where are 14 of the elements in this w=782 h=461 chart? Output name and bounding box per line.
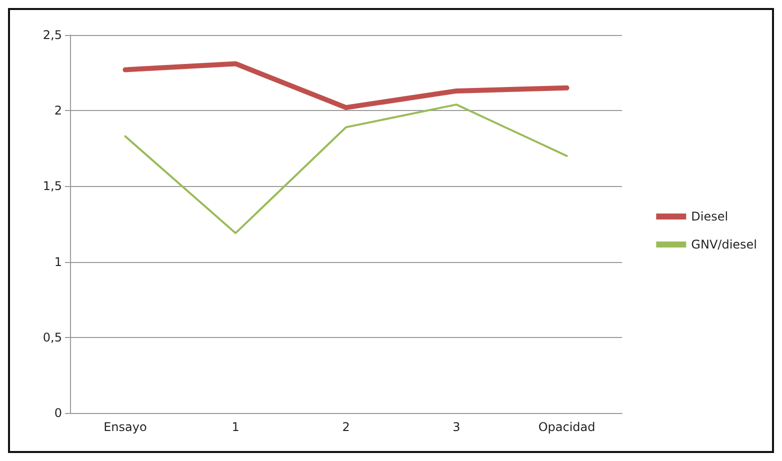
- legend-label: GNV/diesel: [691, 238, 758, 252]
- legend-label: Diesel: [691, 210, 728, 224]
- y-tick-label: 2: [54, 104, 62, 118]
- y-tick-label: 2,5: [42, 28, 62, 42]
- y-tick-label: 1,5: [42, 179, 62, 194]
- y-tick-label: 0: [54, 406, 62, 420]
- x-tick-label: Opacidad: [538, 420, 596, 434]
- y-tick-label: 0,5: [42, 330, 62, 344]
- x-tick-label: 1: [232, 420, 240, 434]
- x-tick-label: 3: [452, 420, 460, 434]
- x-tick-label: Ensayo: [104, 420, 147, 434]
- line-series: [124, 104, 568, 234]
- y-tick-label: 1: [54, 254, 62, 269]
- x-tick-label: 2: [342, 420, 350, 434]
